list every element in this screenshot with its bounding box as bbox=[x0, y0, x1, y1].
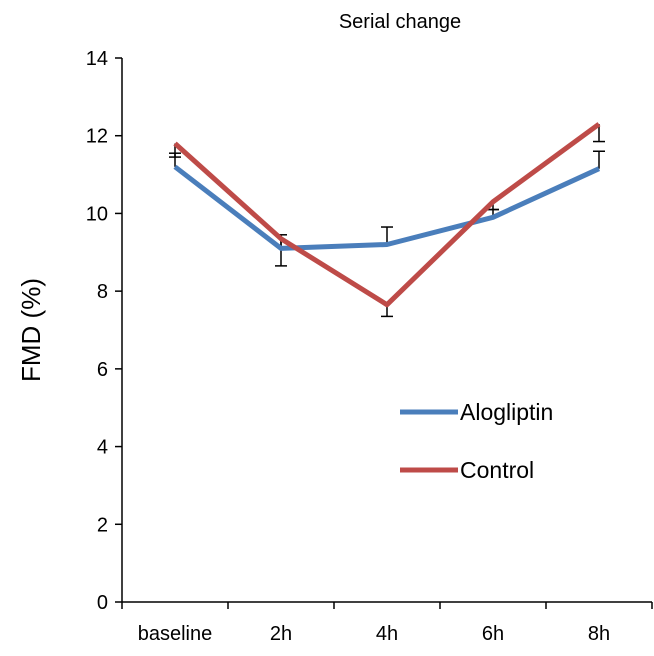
legend-label-alogliptin: Alogliptin bbox=[460, 399, 553, 425]
series-line-alogliptin bbox=[173, 164, 601, 251]
legend: Alogliptin Control bbox=[400, 399, 553, 483]
y-tick-label: 6 bbox=[97, 359, 108, 381]
y-tick-label: 0 bbox=[97, 592, 108, 614]
x-tick-label: baseline bbox=[138, 623, 213, 645]
series-line-control bbox=[173, 122, 601, 308]
y-tick-label: 8 bbox=[97, 281, 108, 303]
x-tick-label: 4h bbox=[376, 623, 398, 645]
y-tick-label: 14 bbox=[86, 48, 108, 70]
x-tick-label: 6h bbox=[482, 623, 504, 645]
axes: 0 2 4 6 8 10 12 14 baseline 2h 4h 6h 8h bbox=[86, 48, 653, 645]
x-tick-label: 8h bbox=[588, 623, 610, 645]
y-axis-label: FMD (%) bbox=[16, 278, 46, 382]
y-tick-label: 4 bbox=[97, 437, 108, 459]
legend-label-control: Control bbox=[460, 457, 534, 483]
series-lines bbox=[173, 122, 601, 308]
y-tick-label: 10 bbox=[86, 203, 108, 225]
error-bars bbox=[169, 124, 605, 318]
y-tick-label: 2 bbox=[97, 514, 108, 536]
chart-title: Serial change bbox=[339, 11, 461, 33]
y-tick-label: 12 bbox=[86, 126, 108, 148]
x-tick-label: 2h bbox=[270, 623, 292, 645]
